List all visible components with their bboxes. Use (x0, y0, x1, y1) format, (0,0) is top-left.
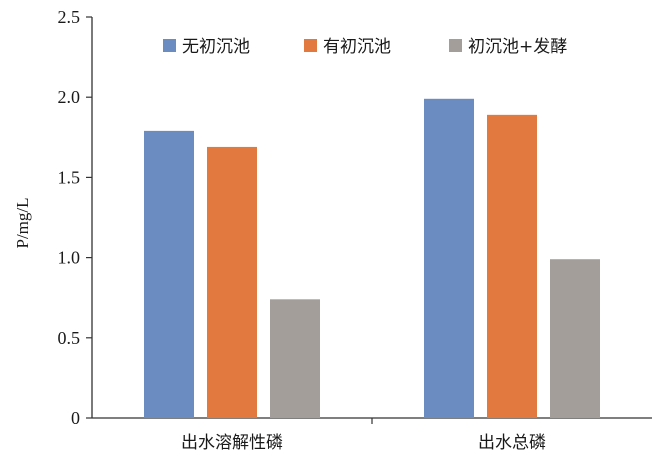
legend-label: 有初沉池 (323, 37, 391, 57)
y-axis-title: P/mg/L (13, 197, 32, 248)
y-tick-label: 1.0 (58, 248, 81, 268)
legend: 无初沉池 有初沉池 初沉池+发酵 (163, 37, 567, 57)
bars (144, 98, 600, 419)
bar (144, 130, 194, 418)
y-tick-label: 0.5 (58, 328, 81, 348)
x-category-label: 出水总磷 (478, 433, 546, 453)
y-tick-label: 2.5 (58, 7, 81, 27)
legend-swatch (449, 39, 462, 52)
x-category-labels: 出水溶解性磷 出水总磷 (181, 433, 546, 453)
bar (270, 299, 320, 418)
bar (487, 114, 537, 419)
legend-swatch (304, 39, 317, 52)
y-tick-label: 1.5 (58, 167, 81, 187)
y-tick-label: 0 (71, 408, 80, 428)
x-category-label: 出水溶解性磷 (181, 433, 283, 453)
legend-label: 初沉池+发酵 (468, 37, 567, 57)
legend-label: 无初沉池 (182, 37, 250, 57)
y-tick-label: 2.0 (58, 87, 81, 107)
y-tick-labels: 0 0.5 1.0 1.5 2.0 2.5 (58, 7, 81, 428)
legend-swatch (163, 39, 176, 52)
bar (207, 146, 257, 418)
bar (550, 259, 600, 418)
bar (424, 98, 474, 418)
